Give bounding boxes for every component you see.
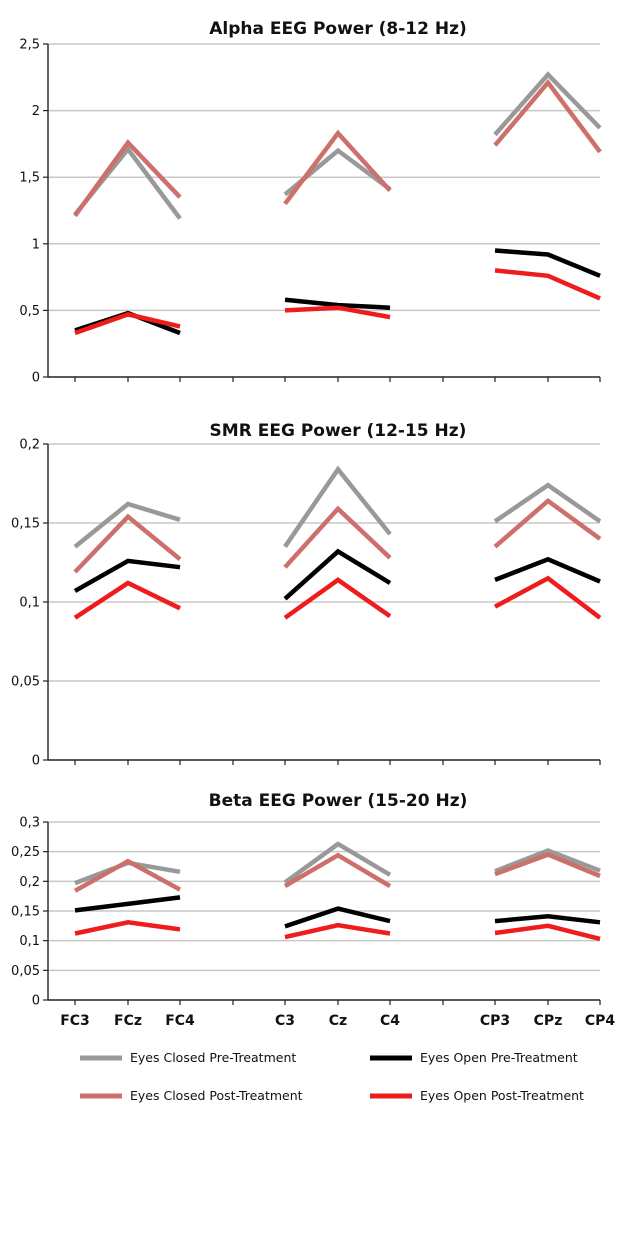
legend-item-eyes-open-post-treatment: Eyes Open Post-Treatment	[370, 1088, 584, 1103]
alpha-eyes-open-pre-treatment-line-group-2	[284, 297, 391, 310]
chart-panels: Alpha EEG Power (8-12 Hz) 0 0,5 1 1,5 2 2,5 SMR…	[11, 19, 602, 1009]
x-tick-label-c3: C3	[275, 1013, 295, 1029]
chart-legend: Eyes Closed Pre-Treatment Eyes Open Pre-T…	[80, 1050, 584, 1103]
alpha-y-tick-label: 0	[32, 371, 40, 386]
alpha-eyes-closed-post-treatment-line-group-1	[73, 139, 182, 218]
beta-eyes-open-post-treatment-line-group-2	[284, 922, 391, 940]
smr-eyes-open-pre-treatment-line-group-2	[283, 548, 392, 601]
beta-y-tick-label: 0	[32, 994, 40, 1009]
smr-y-tick-label: 0,15	[11, 517, 40, 532]
smr-eyes-closed-pre-treatment-line-group-3	[493, 482, 602, 524]
smr-eyes-closed-post-treatment-line-group-1	[73, 513, 182, 574]
beta-y-tick-label: 0,15	[11, 905, 40, 920]
smr-y-tick-label: 0,05	[11, 675, 40, 690]
alpha-eyes-open-post-treatment-line-group-3	[494, 268, 601, 301]
alpha-eyes-closed-post-treatment-line-group-3	[493, 78, 602, 154]
legend-item-eyes-open-pre-treatment: Eyes Open Pre-Treatment	[370, 1050, 578, 1065]
smr-panel: SMR EEG Power (12-15 Hz) 0 0,05 0,1 0,15 0,2	[11, 421, 602, 769]
alpha-panel-title: Alpha EEG Power (8-12 Hz)	[209, 19, 467, 39]
legend-label: Eyes Open Pre-Treatment	[420, 1050, 578, 1065]
smr-eyes-open-post-treatment-line-group-1	[73, 580, 181, 620]
alpha-y-tick-label: 2	[32, 104, 40, 119]
beta-eyes-open-pre-treatment-line-group-1	[74, 895, 181, 913]
beta-panel-title: Beta EEG Power (15-20 Hz)	[209, 791, 468, 811]
x-tick-label-cp4: CP4	[585, 1013, 616, 1029]
smr-panel-title: SMR EEG Power (12-15 Hz)	[210, 421, 467, 441]
legend-label: Eyes Closed Post-Treatment	[130, 1088, 303, 1103]
alpha-eyes-open-pre-treatment-line-group-3	[494, 248, 601, 278]
x-tick-label-cz: Cz	[329, 1013, 347, 1029]
alpha-y-tick-label: 1,5	[19, 171, 40, 186]
legend-label: Eyes Closed Pre-Treatment	[130, 1050, 296, 1065]
beta-eyes-open-post-treatment-line-group-3	[494, 923, 601, 942]
alpha-eyes-closed-post-treatment-line-group-2	[283, 129, 392, 206]
beta-y-tick-label: 0,05	[11, 964, 40, 979]
alpha-eyes-closed-pre-treatment-line-group-3	[493, 71, 602, 137]
x-tick-label-cp3: CP3	[480, 1013, 510, 1029]
smr-eyes-closed-post-treatment-line-group-2	[283, 505, 392, 569]
alpha-eyes-open-post-treatment-line-group-1	[74, 312, 181, 336]
beta-eyes-closed-pre-treatment-line-group-2	[283, 841, 392, 885]
beta-eyes-closed-post-treatment-line-group-1	[73, 858, 182, 893]
beta-y-tick-label: 0,3	[19, 816, 40, 831]
alpha-eyes-open-post-treatment-line-group-2	[284, 305, 391, 320]
smr-eyes-closed-pre-treatment-line-group-1	[73, 501, 181, 549]
beta-y-tick-label: 0,25	[11, 845, 40, 860]
x-tick-label-fc3: FC3	[60, 1013, 90, 1029]
beta-panel: Beta EEG Power (15-20 Hz) 0 0,05 0,1 0,15 0,2…	[11, 791, 601, 1009]
smr-y-tick-label: 0,1	[19, 596, 40, 611]
smr-y-tick-label: 0	[32, 754, 40, 769]
beta-y-tick-label: 0,2	[19, 875, 40, 890]
smr-eyes-closed-post-treatment-line-group-3	[493, 498, 602, 549]
x-axis-labels: FC3 FCz FC4 C3 Cz C4 CP3 CPz CP4	[60, 1013, 615, 1029]
smr-y-tick-label: 0,2	[19, 438, 40, 453]
x-tick-label-fcz: FCz	[114, 1013, 142, 1029]
beta-eyes-open-pre-treatment-line-group-3	[494, 914, 601, 925]
alpha-panel: Alpha EEG Power (8-12 Hz) 0 0,5 1 1,5 2 2,5	[19, 19, 602, 386]
alpha-y-tick-label: 0,5	[19, 304, 40, 319]
smr-eyes-open-pre-treatment-line-group-3	[494, 556, 601, 584]
beta-eyes-open-post-treatment-line-group-1	[74, 920, 181, 936]
beta-eyes-closed-pre-treatment-line-group-3	[494, 848, 601, 874]
x-tick-label-fc4: FC4	[165, 1013, 195, 1029]
x-tick-label-c4: C4	[380, 1013, 400, 1029]
smr-eyes-open-pre-treatment-line-group-1	[73, 558, 181, 593]
smr-eyes-closed-pre-treatment-line-group-2	[283, 465, 392, 548]
x-tick-label-cpz: CPz	[534, 1013, 563, 1029]
legend-label: Eyes Open Post-Treatment	[420, 1088, 584, 1103]
beta-eyes-closed-post-treatment-line-group-3	[494, 852, 601, 879]
beta-eyes-open-pre-treatment-line-group-2	[284, 906, 391, 929]
alpha-y-tick-label: 1	[32, 237, 40, 252]
alpha-y-tick-label: 2,5	[19, 38, 40, 53]
beta-y-tick-label: 0,1	[19, 934, 40, 949]
smr-eyes-open-post-treatment-line-group-3	[493, 575, 602, 620]
legend-item-eyes-closed-pre-treatment: Eyes Closed Pre-Treatment	[80, 1050, 296, 1065]
smr-eyes-open-post-treatment-line-group-2	[283, 577, 392, 620]
legend-item-eyes-closed-post-treatment: Eyes Closed Post-Treatment	[80, 1088, 303, 1103]
beta-eyes-closed-post-treatment-line-group-2	[283, 852, 392, 889]
